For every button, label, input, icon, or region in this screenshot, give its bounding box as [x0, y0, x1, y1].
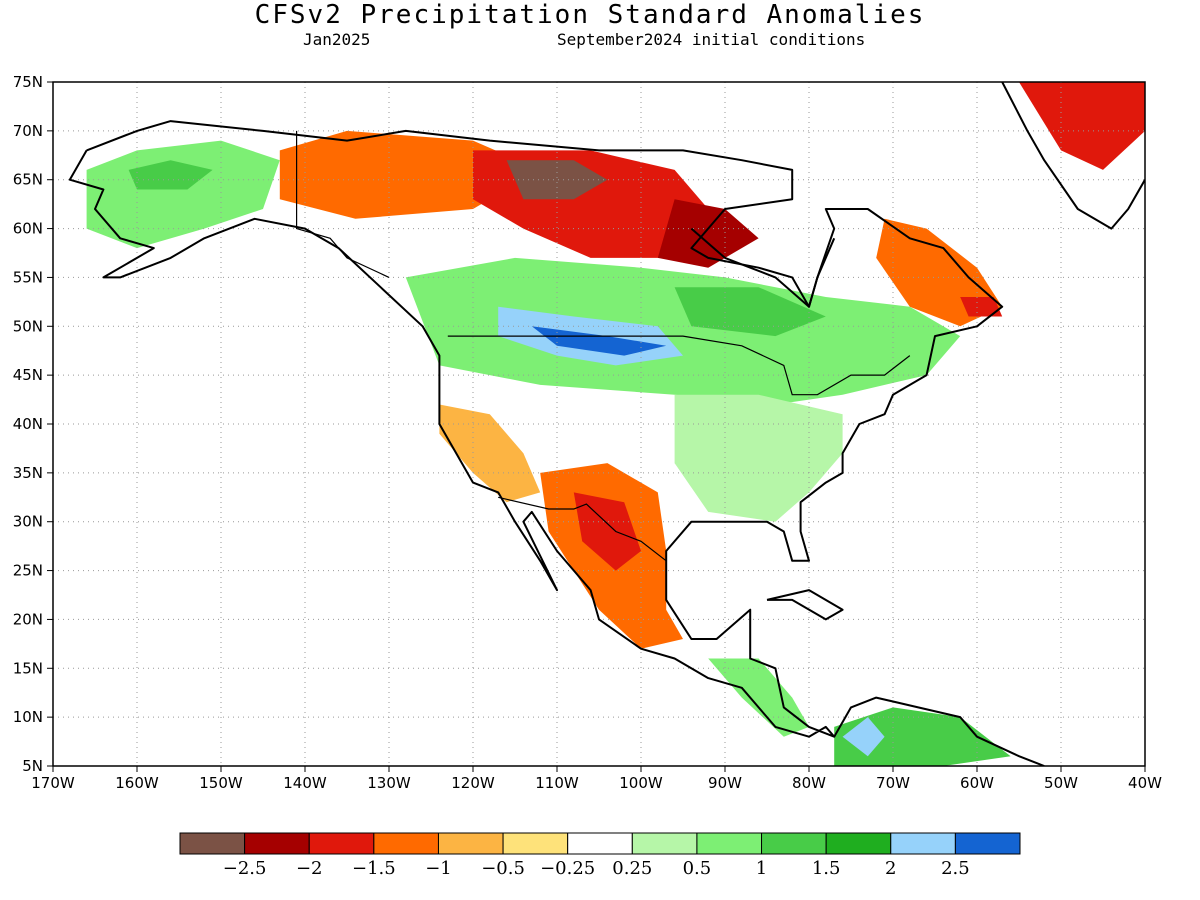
anomaly-region-alaska-wet [86, 140, 280, 249]
lon-tick-label: 170W [31, 774, 75, 792]
lat-tick-label: 5N [22, 757, 43, 775]
colorbar-label: −1.5 [352, 858, 396, 879]
lon-tick-label: 110W [535, 774, 579, 792]
lon-tick-label: 140W [283, 774, 327, 792]
init-conditions: September2024 initial conditions [557, 30, 866, 49]
colorbar-label: −0.25 [540, 858, 595, 879]
lat-tick-label: 65N [13, 171, 43, 189]
colorbar-label: −2 [296, 858, 323, 879]
lon-tick-label: 120W [451, 774, 495, 792]
anomaly-region-hudson-dry [657, 199, 759, 268]
anomaly-region-south-america-blue [842, 717, 885, 757]
caribbean-cuba [766, 589, 844, 621]
colorbar-swatch [954, 832, 1021, 855]
lon-tick-label: 70W [876, 774, 910, 792]
colorbar-swatch [890, 832, 956, 855]
lat-tick-label: 35N [13, 464, 43, 482]
colorbar-label: −1 [425, 858, 452, 879]
lon-tick-label: 50W [1044, 774, 1078, 792]
colorbar-swatch [437, 832, 504, 855]
anomaly-region-nunavut-core [506, 160, 608, 200]
lon-tick-label: 100W [619, 774, 663, 792]
anomaly-region-california-dry [439, 404, 541, 503]
lat-tick-label: 20N [13, 610, 43, 628]
us-canada-border [447, 335, 911, 396]
lat-tick-label: 55N [13, 268, 43, 286]
political-borders [296, 130, 911, 562]
lon-tick-label: 40W [1128, 774, 1162, 792]
lon-tick-label: 160W [115, 774, 159, 792]
anomaly-region-labrador-core [960, 297, 1003, 317]
lat-tick-label: 60N [13, 220, 43, 238]
lon-tick-label: 90W [708, 774, 742, 792]
anomaly-region-northern-plains-core [531, 326, 667, 356]
anomaly-region-mexico-core [573, 492, 641, 571]
lat-tick-label: 25N [13, 562, 43, 580]
colorbar-label: 2 [885, 858, 896, 879]
lat-tick-label: 70N [13, 122, 43, 140]
colorbar: −2.5 −2 −1.5 −1 −0.5 −0.25 0.25 0.5 1 1.5 2 2.5 [179, 832, 1021, 879]
colorbar-swatch [761, 832, 827, 855]
colorbar-swatch [308, 832, 375, 855]
lat-tick-label: 30N [13, 513, 43, 531]
lon-tick-label: 60W [960, 774, 994, 792]
colorbar-swatch [373, 832, 439, 855]
south-america-coast [833, 696, 1045, 766]
anomaly-region-canada-wet-core [674, 287, 826, 337]
anomaly-region-central-america-wet [708, 658, 809, 737]
colorbar-swatch [825, 832, 892, 855]
lon-tick-label: 130W [367, 774, 411, 792]
valid-month: Jan2025 [303, 30, 371, 49]
colorbar-swatch [631, 832, 698, 855]
anomaly-shading [86, 82, 1145, 766]
lat-tick-label: 45N [13, 366, 43, 384]
colorbar-label: 2.5 [941, 858, 970, 879]
axis-ticks: 170W 160W 150W 140W 130W 120W 110W 100W 90W 80W 70… [13, 73, 1162, 792]
map-title: CFSv2 Precipitation Standard Anomalies [254, 0, 926, 30]
colorbar-swatch [502, 832, 569, 855]
colorbar-label: −0.5 [481, 858, 525, 879]
lon-tick-label: 150W [199, 774, 243, 792]
lon-tick-label: 80W [792, 774, 826, 792]
graticule [52, 81, 1146, 767]
lat-tick-label: 50N [13, 317, 43, 335]
anomaly-region-canada-wet [405, 257, 961, 405]
hudson-bay-coast [690, 227, 836, 308]
lat-tick-label: 75N [13, 73, 43, 91]
colorbar-label: 1 [756, 858, 767, 879]
colorbar-swatch [696, 832, 763, 855]
colorbar-swatch [179, 832, 246, 855]
anomaly-region-south-america-wet [834, 707, 1011, 766]
anomaly-region-alaska-core [128, 160, 213, 190]
greenland-coast [1001, 82, 1145, 230]
colorbar-label: 0.5 [683, 858, 712, 879]
lat-tick-label: 10N [13, 708, 43, 726]
alaska-canada-border [296, 130, 390, 278]
us-mexico-border [498, 496, 667, 562]
colorbar-label: −2.5 [223, 858, 267, 879]
colorbar-label: 0.25 [612, 858, 652, 879]
coastlines [68, 82, 1145, 766]
anomaly-region-us-east-wet [674, 394, 843, 522]
colorbar-label: 1.5 [812, 858, 841, 879]
colorbar-swatch [567, 832, 633, 855]
lat-tick-label: 40N [13, 415, 43, 433]
lat-tick-label: 15N [13, 659, 43, 677]
colorbar-swatch [244, 832, 310, 855]
anomaly-region-greenland-dry [1019, 82, 1145, 170]
